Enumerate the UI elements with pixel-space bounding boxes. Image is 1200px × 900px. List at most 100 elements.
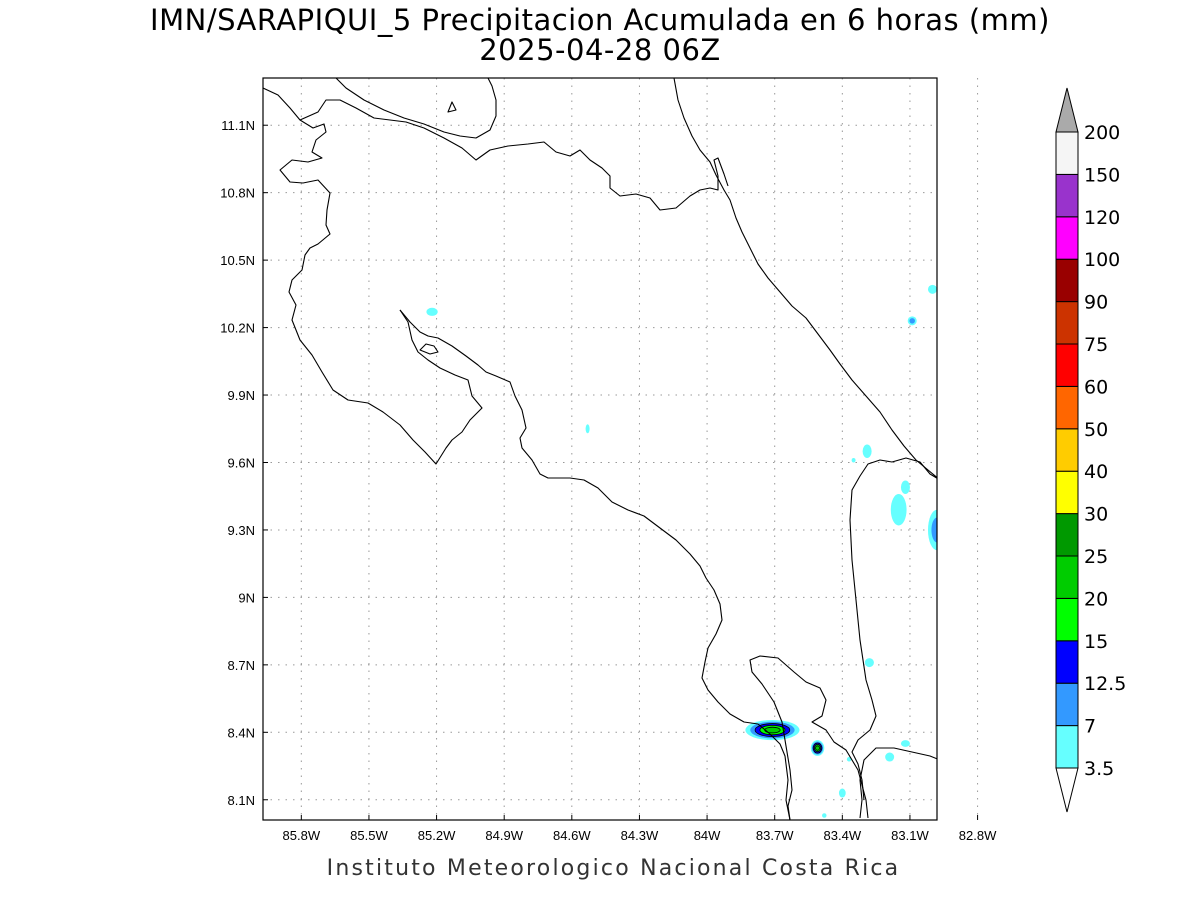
precip-cell [851,457,856,463]
precip-cell [585,424,590,434]
precipitation-colorbar: 3.5 7 12.5 15 20 25 30 40 50 60 75 90 100 120 150 200 [1055,87,1126,813]
colorbar-band [1055,258,1079,303]
colorbar-level-label: 100 [1084,249,1120,271]
colorbar-band [1055,470,1079,515]
colorbar-level-label: 200 [1084,122,1120,144]
colorbar-band [1055,216,1079,260]
lon-tick-label: 85.2W [418,828,456,843]
lon-tick-label: 83.7W [756,828,794,843]
precip-contour-level-1 [838,788,846,798]
lat-tick-label: 8.4N [228,725,255,740]
precip-cell [978,518,987,525]
precip-cell [864,658,874,668]
footer-credit: Instituto Meteorologico Nacional Costa R… [326,856,901,881]
colorbar-band [1055,555,1079,599]
colorbar-level-label: 150 [1084,164,1120,186]
lon-tick-label: 85.5W [350,828,388,843]
precip-cell [996,566,1010,575]
colorbar-top-arrow [1055,87,1079,133]
lon-tick-label: 85.8W [283,828,321,843]
lon-tick-label: 83.1W [891,828,929,843]
colorbar-level-label: 3.5 [1084,758,1114,780]
precip-cell [838,788,846,798]
map-title: IMN/SARAPIQUI_5 Precipitacion Acumulada … [150,3,1050,37]
lat-tick-label: 11.1N [221,118,255,133]
lon-tick-label: 84.3W [621,828,659,843]
precip-contour-level-1 [900,740,910,747]
precip-contour-level-2 [943,310,950,327]
colorbar-level-label: 90 [1084,292,1108,314]
precip-cell [969,537,987,568]
burica-coast [859,747,937,819]
colorbar-level-label: 40 [1084,461,1108,483]
precip-contour-level-1 [822,813,827,818]
precip-cell [745,719,800,741]
precip-cell [927,509,937,551]
colorbar-level-label: 15 [1084,631,1108,653]
colorbar-level-label: 50 [1084,419,1108,441]
precip-contour-level-1 [1028,566,1035,575]
precip-cell [1050,610,1055,617]
panama-border [849,457,937,801]
precip-contour-level-1 [996,566,1010,575]
osa-peninsula-coast [749,655,869,820]
map-subtitle: 2025-04-28 06Z [479,33,721,67]
colorbar-level-label: 12.5 [1084,673,1126,695]
precip-cell [927,284,937,294]
colorbar-band [1055,682,1079,727]
precip-cell [810,740,825,756]
precip-contour-level-1 [851,457,856,463]
precip-cell [1001,530,1017,557]
colorbar-level-label: 25 [1084,546,1108,568]
precip-cell [958,352,965,361]
coastline-borders [263,78,937,820]
precip-contour-level-2 [931,517,937,543]
nicoya-gulf-island [419,343,439,355]
lon-tick-label: 83.4W [824,828,862,843]
precip-contour-level-1 [864,658,874,668]
colorbar-band [1055,428,1079,472]
precip-cell [885,752,895,762]
precip-contour-level-1 [961,328,972,346]
lat-tick-label: 10.8N [220,186,255,201]
precip-contour-level-1 [927,284,937,294]
precip-cell [900,740,910,747]
precip-contour-level-1 [862,444,872,458]
caribbean-coastline [673,78,937,479]
axis-ticks: 85.8W 85.5W 85.2W 84.9W 84.6W 84.3W 84W 83.7W 83… [220,118,997,843]
precip-contour-level-1 [969,537,987,568]
precip-contour-level-2 [909,318,915,324]
nicaragua-lake-shore [335,78,497,139]
precip-contour-level-1 [890,493,907,526]
colorbar-band [1055,343,1079,387]
colorbar-level-label: 20 [1084,588,1108,610]
precip-cell [426,307,438,316]
precip-cell [961,328,972,346]
precip-contour-level-1 [1001,530,1017,557]
lat-tick-label: 9.9N [228,388,255,403]
precipitation-contours [426,284,1055,818]
lat-tick-label: 9N [238,590,255,605]
colorbar-band [1055,513,1079,557]
precip-cell [890,493,907,526]
lon-tick-label: 84.6W [553,828,591,843]
lat-tick-label: 9.6N [228,455,255,470]
lon-tick-label: 84W [694,828,721,843]
precip-contour-level-1 [426,307,438,316]
lat-tick-label: 10.5N [220,253,255,268]
precip-contour-level-1 [1050,610,1055,617]
colorbar-band [1055,597,1079,642]
colorbar-band [1055,173,1079,218]
colorbar-level-label: 75 [1084,334,1108,356]
precip-contour-level-1 [978,518,987,525]
precip-cell [900,480,910,494]
precip-cell [907,316,917,326]
precip-contour-level-5 [815,745,820,751]
lat-tick-label: 9.3N [228,523,255,538]
precip-contour-level-1 [585,424,590,434]
lon-tick-label: 82.8W [959,828,997,843]
precip-cell [1028,566,1035,575]
colorbar-bottom-arrow [1055,767,1079,813]
precip-contour-level-1 [900,480,910,494]
lon-tick-label: 84.9W [485,828,523,843]
